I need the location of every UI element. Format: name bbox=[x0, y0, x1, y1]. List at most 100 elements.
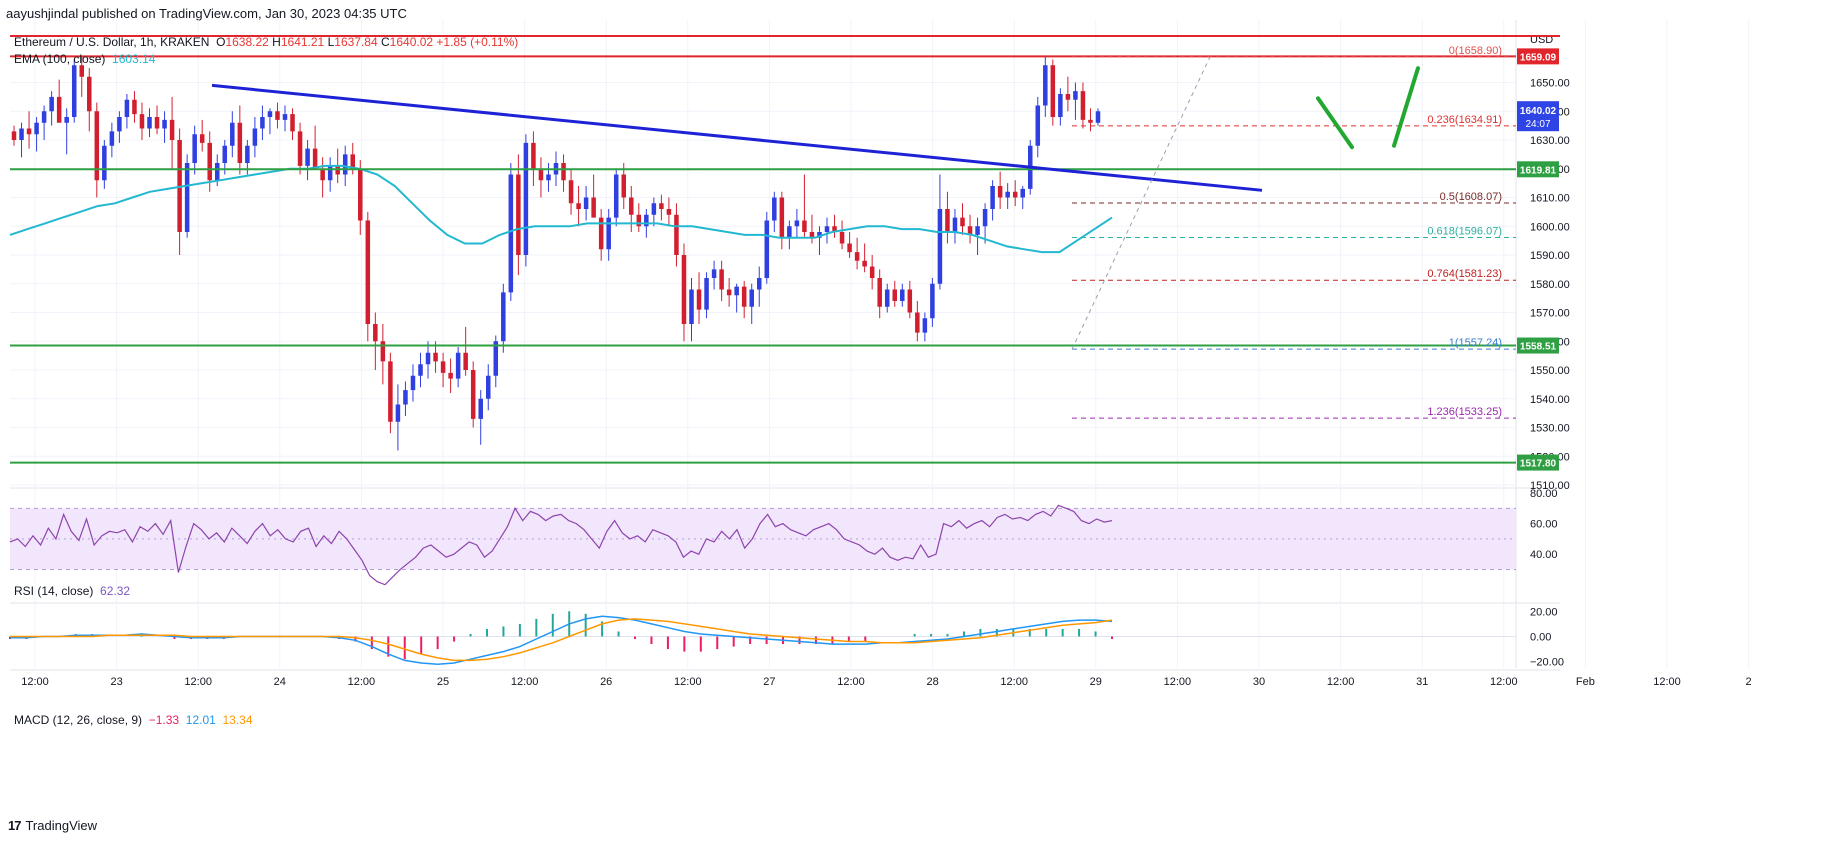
candle-body bbox=[1050, 65, 1056, 117]
high-value: 1641.21 bbox=[280, 35, 325, 49]
rsi-band-fill bbox=[10, 508, 1516, 570]
candle-body bbox=[1073, 91, 1078, 100]
candle-body bbox=[320, 168, 325, 181]
x-tick-label: 26 bbox=[600, 676, 612, 688]
ema-legend: EMA (100, close) 1603.14 bbox=[14, 51, 155, 68]
candle-body bbox=[214, 163, 220, 181]
candle-body bbox=[1095, 111, 1101, 123]
macd-tick-label: −20.00 bbox=[1530, 657, 1564, 669]
candle-body bbox=[19, 128, 24, 140]
candle-body bbox=[230, 122, 235, 146]
x-tick-label: 12:00 bbox=[348, 676, 376, 688]
candle-body bbox=[1088, 119, 1093, 123]
candle-body bbox=[794, 220, 800, 227]
fib-level-label: 0.5(1608.07) bbox=[1440, 191, 1502, 203]
candle-body bbox=[425, 352, 431, 365]
candle-body bbox=[568, 180, 574, 204]
macd-label: MACD (12, 26, close, 9) bbox=[14, 713, 143, 727]
brand-name: TradingView bbox=[25, 818, 98, 833]
price-tick-label: 1540.00 bbox=[1530, 394, 1570, 406]
candle-body bbox=[433, 352, 438, 362]
ema-value: 1603.14 bbox=[112, 52, 156, 66]
candle-body bbox=[470, 370, 476, 419]
tradingview-logo-icon: 17 bbox=[8, 818, 22, 833]
tradingview-brand[interactable]: 17 TradingView bbox=[8, 818, 97, 833]
candle-body bbox=[124, 99, 130, 117]
level-price-tag bbox=[1517, 161, 1559, 178]
price-tick-label: 1530.00 bbox=[1530, 423, 1570, 435]
candle-body bbox=[756, 278, 762, 290]
candle-body bbox=[245, 145, 250, 163]
candle-body bbox=[937, 209, 943, 284]
candle-body bbox=[997, 186, 1003, 198]
macd-line-value: 12.01 bbox=[185, 713, 216, 727]
candle-body bbox=[440, 361, 446, 373]
macd-legend: MACD (12, 26, close, 9) −1.33 12.01 13.3… bbox=[14, 712, 253, 729]
x-tick-label: 28 bbox=[926, 676, 938, 688]
candle-body bbox=[455, 352, 461, 379]
rsi-value: 62.32 bbox=[100, 584, 131, 598]
level-price-tag bbox=[1517, 48, 1559, 65]
fib-level-label: 0.618(1596.07) bbox=[1427, 226, 1502, 238]
x-tick-label: 12:00 bbox=[21, 676, 49, 688]
candle-body bbox=[689, 289, 694, 324]
macd-value: −1.33 bbox=[148, 713, 180, 727]
candle-body bbox=[531, 142, 536, 169]
candle-body bbox=[448, 372, 453, 379]
candle-body bbox=[704, 278, 709, 310]
price-tick-label: 1610.00 bbox=[1530, 193, 1570, 205]
low-value: 1637.84 bbox=[334, 35, 378, 49]
candle-body bbox=[252, 128, 258, 146]
candle-body bbox=[854, 252, 860, 261]
candle-body bbox=[1020, 188, 1025, 198]
projection-down-stroke bbox=[1316, 96, 1354, 150]
fib-level-label: 1.236(1533.25) bbox=[1427, 406, 1502, 418]
candle-body bbox=[1005, 191, 1010, 198]
candle-body bbox=[772, 197, 777, 221]
candle-body bbox=[824, 226, 830, 232]
candle-body bbox=[734, 286, 739, 296]
candle-body bbox=[621, 174, 627, 198]
candle-body bbox=[967, 226, 973, 235]
candle-body bbox=[877, 278, 882, 307]
x-tick-label: 12:00 bbox=[1000, 676, 1028, 688]
candle-body bbox=[651, 203, 657, 215]
level-price-label: 1659.09 bbox=[1520, 52, 1557, 63]
candle-body bbox=[1080, 91, 1086, 120]
rsi-line bbox=[9, 504, 1113, 586]
candle-body bbox=[79, 65, 85, 77]
candle-body bbox=[561, 163, 566, 181]
candle-body bbox=[576, 203, 581, 209]
candle-body bbox=[583, 197, 589, 209]
close-value: 1640.02 bbox=[389, 35, 434, 49]
candle-body bbox=[403, 390, 408, 405]
candle-body bbox=[485, 375, 491, 399]
level-price-label: 1517.80 bbox=[1520, 459, 1557, 470]
price-tick-label: 1580.00 bbox=[1530, 279, 1570, 291]
candle-body bbox=[199, 134, 205, 143]
candle-body bbox=[132, 99, 137, 115]
candle-body bbox=[975, 226, 980, 235]
candle-body bbox=[832, 226, 837, 232]
level-price-label: 1619.81 bbox=[1520, 165, 1557, 176]
candle-body bbox=[327, 165, 333, 181]
candle-body bbox=[546, 174, 551, 181]
candle-body bbox=[380, 341, 386, 362]
candle-body bbox=[282, 114, 288, 120]
x-tick-label: 29 bbox=[1090, 676, 1102, 688]
x-tick-label: 2 bbox=[1746, 676, 1752, 688]
candle-body bbox=[71, 65, 77, 117]
candle-body bbox=[839, 232, 845, 244]
candle-body bbox=[990, 186, 995, 209]
candle-body bbox=[418, 364, 423, 376]
candle-body bbox=[267, 111, 273, 117]
fib-level-label: 0.764(1581.23) bbox=[1427, 268, 1502, 280]
candle-body bbox=[184, 163, 190, 232]
candle-body bbox=[591, 197, 596, 218]
candle-body bbox=[94, 111, 100, 181]
candle-body bbox=[154, 117, 160, 129]
candle-body bbox=[501, 292, 506, 342]
candle-body bbox=[1035, 105, 1041, 146]
candle-body bbox=[26, 128, 32, 135]
